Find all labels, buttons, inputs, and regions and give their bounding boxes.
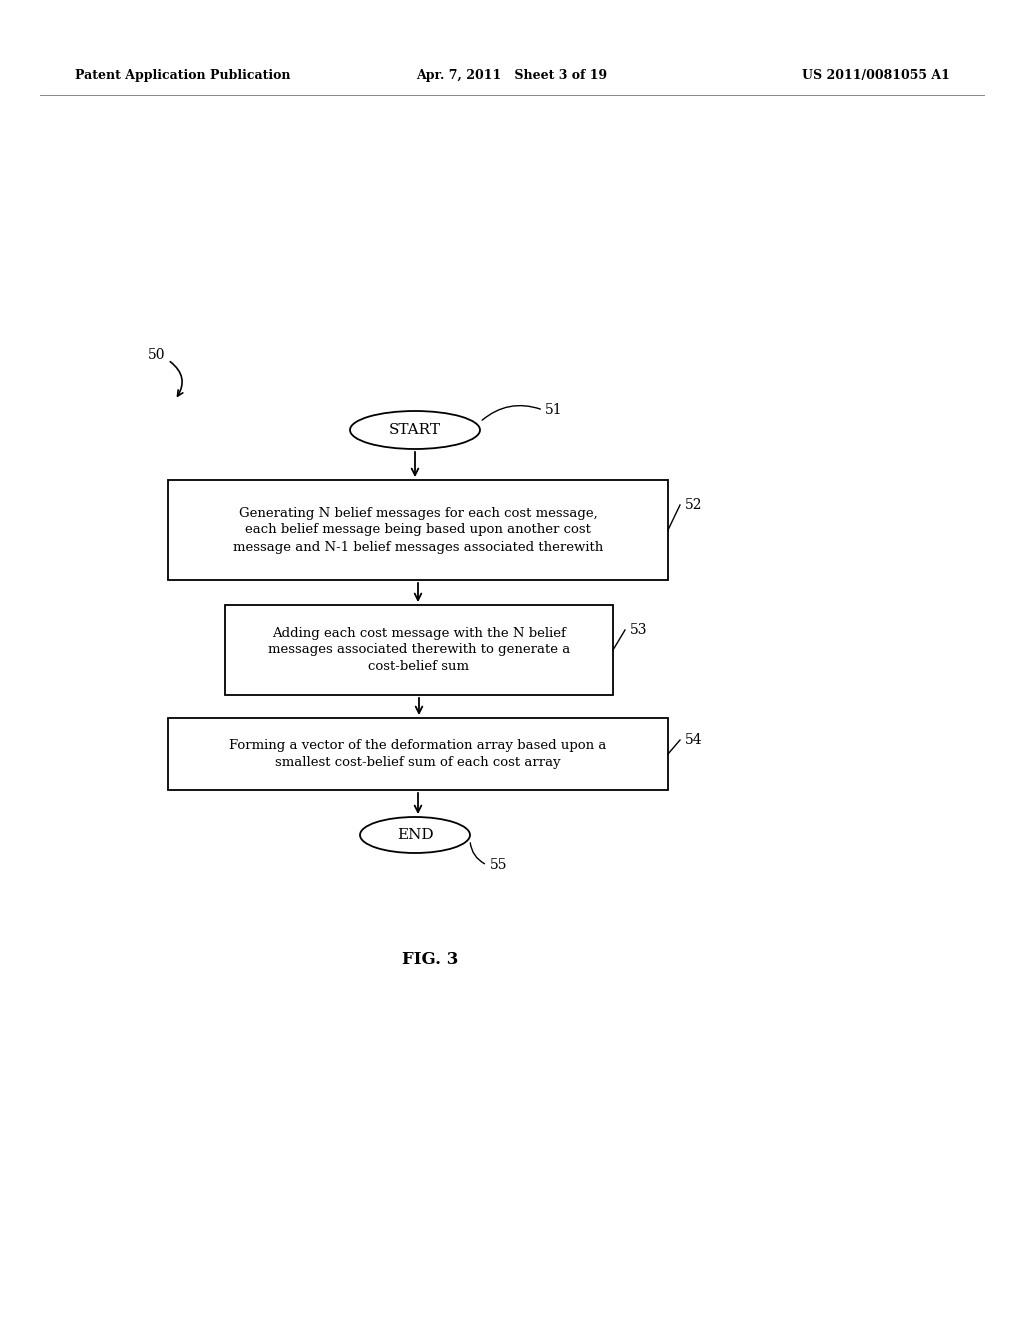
Text: Apr. 7, 2011   Sheet 3 of 19: Apr. 7, 2011 Sheet 3 of 19 — [417, 69, 607, 82]
Text: START: START — [389, 422, 441, 437]
Text: 50: 50 — [148, 348, 166, 362]
Bar — [168, 718, 668, 789]
Text: 51: 51 — [545, 403, 562, 417]
Text: US 2011/0081055 A1: US 2011/0081055 A1 — [802, 69, 950, 82]
Text: Patent Application Publication: Patent Application Publication — [75, 69, 291, 82]
Text: 54: 54 — [685, 733, 702, 747]
Ellipse shape — [350, 411, 480, 449]
Text: Forming a vector of the deformation array based upon a
smallest cost-belief sum : Forming a vector of the deformation arra… — [229, 739, 606, 770]
Bar — [168, 480, 668, 579]
Text: 52: 52 — [685, 498, 702, 512]
Bar — [225, 605, 613, 696]
Text: 55: 55 — [490, 858, 508, 873]
Text: Generating N belief messages for each cost message,
each belief message being ba: Generating N belief messages for each co… — [232, 507, 603, 553]
Text: Adding each cost message with the N belief
messages associated therewith to gene: Adding each cost message with the N beli… — [268, 627, 570, 673]
Text: END: END — [396, 828, 433, 842]
Text: FIG. 3: FIG. 3 — [401, 952, 458, 969]
Ellipse shape — [360, 817, 470, 853]
Text: 53: 53 — [630, 623, 647, 638]
